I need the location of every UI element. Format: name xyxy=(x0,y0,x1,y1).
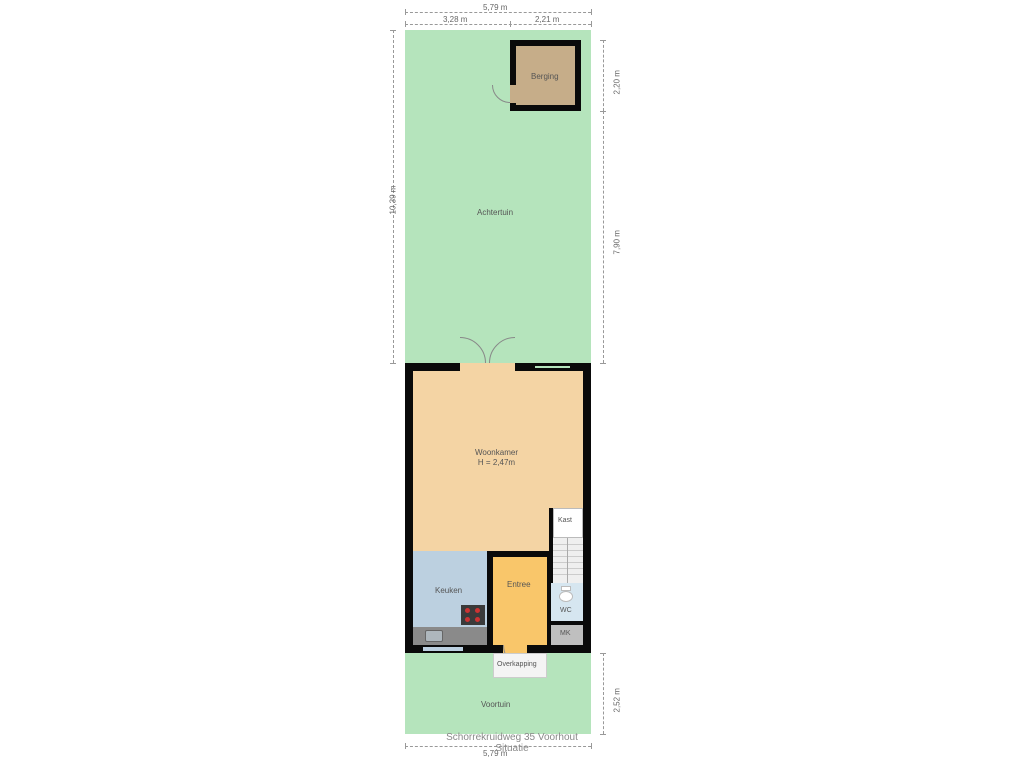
dim-right-garden xyxy=(603,111,604,363)
woonkamer-name: Woonkamer xyxy=(475,448,518,457)
mk-label: MK xyxy=(560,630,571,638)
woonkamer-height: H = 2,47m xyxy=(478,458,515,467)
overkapping-label: Overkapping xyxy=(497,661,537,669)
dim-right-front-label: 2,52 m xyxy=(613,673,622,713)
sink xyxy=(425,630,443,642)
kast-label: Kast xyxy=(558,517,572,525)
keuken-label: Keuken xyxy=(435,586,462,596)
back-door-opening xyxy=(460,363,515,371)
fw-k-top xyxy=(423,645,463,647)
dim-top-split xyxy=(405,24,591,25)
dim-top-total-label: 5,79 m xyxy=(483,3,507,12)
voortuin-label: Voortuin xyxy=(481,700,510,710)
dim-right-shed xyxy=(603,40,604,111)
entree xyxy=(493,557,547,645)
berging-label: Berging xyxy=(531,72,559,82)
achtertuin-label: Achtertuin xyxy=(477,208,513,218)
back-window-bot xyxy=(535,368,570,371)
woonkamer-label: Woonkamer H = 2,47m xyxy=(475,448,518,467)
dim-top-total xyxy=(405,12,591,13)
entree-label: Entree xyxy=(507,580,531,590)
dim-top-left-label: 3,28 m xyxy=(443,15,467,24)
plan-title: Schorrekruidweg 35 Voorhout Situatie xyxy=(0,732,1024,754)
toilet-fixture xyxy=(559,586,573,602)
floorplan-stage: 5,79 m 3,28 m 2,21 m 10,39 m 2,20 m 7,90… xyxy=(405,30,619,740)
title-line2: Situatie xyxy=(495,743,528,754)
dim-right-garden-label: 7,90 m xyxy=(613,215,622,255)
wc-label: WC xyxy=(560,607,572,615)
title-line1: Schorrekruidweg 35 Voorhout xyxy=(446,732,578,743)
staircase xyxy=(553,538,583,583)
back-window-top xyxy=(535,363,570,366)
dim-right-shed-label: 2,20 m xyxy=(613,55,622,95)
berging-door-opening xyxy=(510,85,516,103)
dim-top-right-label: 2,21 m xyxy=(535,15,559,24)
int-wall-v-stair xyxy=(549,508,553,583)
dim-left-garden-label: 10,39 m xyxy=(389,175,398,215)
dim-right-front xyxy=(603,653,604,734)
cooktop xyxy=(461,605,485,625)
